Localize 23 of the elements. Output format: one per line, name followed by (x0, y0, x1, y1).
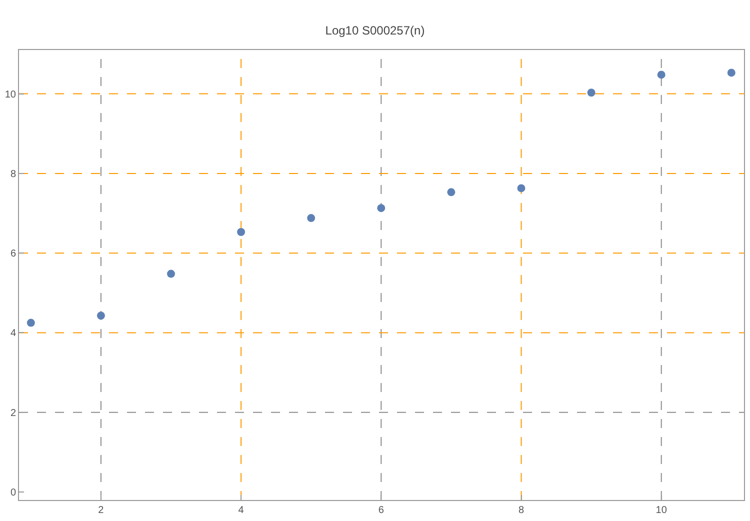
x-tick-label: 10 (656, 505, 668, 516)
y-tick-label: 6 (10, 248, 16, 260)
point (237, 228, 246, 236)
y-tick-label: 4 (10, 328, 16, 340)
x-tick-label: 8 (518, 505, 524, 516)
point (307, 214, 316, 222)
x-tick-label: 4 (238, 505, 244, 516)
y-tick-label: 2 (10, 408, 16, 419)
x-tick-label: 6 (378, 505, 384, 516)
point (96, 312, 105, 320)
y-tick-label: 8 (10, 168, 16, 180)
point (727, 68, 736, 77)
point (167, 270, 175, 278)
point (587, 88, 596, 97)
point (447, 188, 456, 196)
point (26, 318, 35, 327)
x-tick-label: 2 (98, 505, 104, 516)
y-tick-label: 10 (4, 89, 16, 100)
point (517, 184, 526, 192)
point (377, 204, 386, 212)
point (657, 70, 666, 79)
y-tick-label: 0 (10, 488, 16, 499)
chart-title: Log10 S000257(n) (325, 23, 425, 38)
